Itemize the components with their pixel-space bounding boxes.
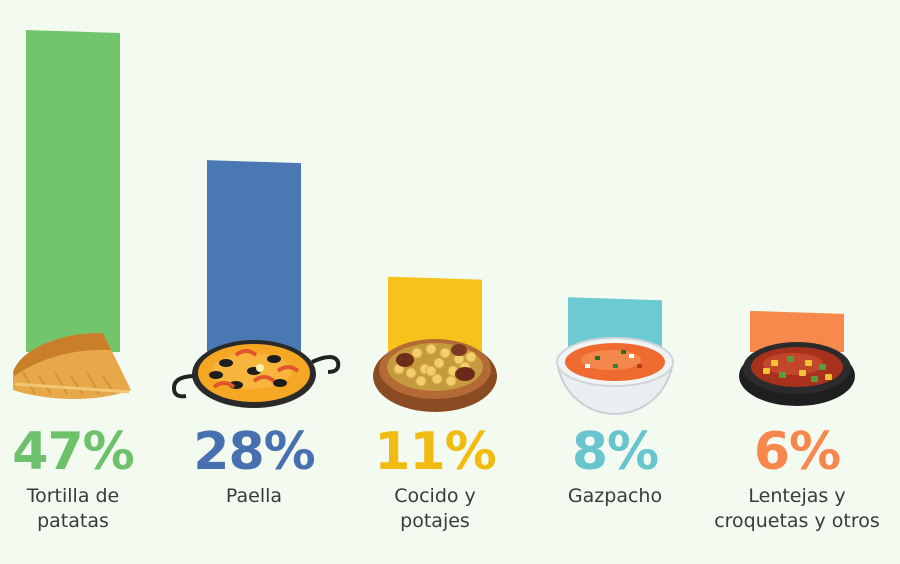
value-label-paella: 28% xyxy=(193,422,315,482)
category-label-cocido: Cocido y potajes xyxy=(394,485,476,532)
gazpacho-icon xyxy=(555,337,675,416)
bar-lentejas xyxy=(750,310,844,352)
lentejas-icon xyxy=(739,342,855,406)
bar-cocido xyxy=(388,276,482,352)
cocido-icon xyxy=(373,339,497,412)
paella-icon xyxy=(171,340,341,408)
category-label-tortilla: Tortilla de patatas xyxy=(26,485,120,532)
category-label-paella: Paella xyxy=(225,485,283,507)
category-label-gazpacho: Gazpacho xyxy=(567,485,663,507)
tortilla-icon xyxy=(13,332,131,400)
bar-gazpacho xyxy=(568,297,662,352)
value-label-gazpacho: 8% xyxy=(571,422,659,482)
category-label-lentejas: Lentejas y croquetas y otros xyxy=(714,485,880,532)
value-label-lentejas: 6% xyxy=(753,422,841,482)
value-label-tortilla: 47% xyxy=(12,422,134,482)
bar-tortilla xyxy=(26,30,120,352)
bar-paella xyxy=(207,160,301,352)
value-label-cocido: 11% xyxy=(374,422,496,482)
